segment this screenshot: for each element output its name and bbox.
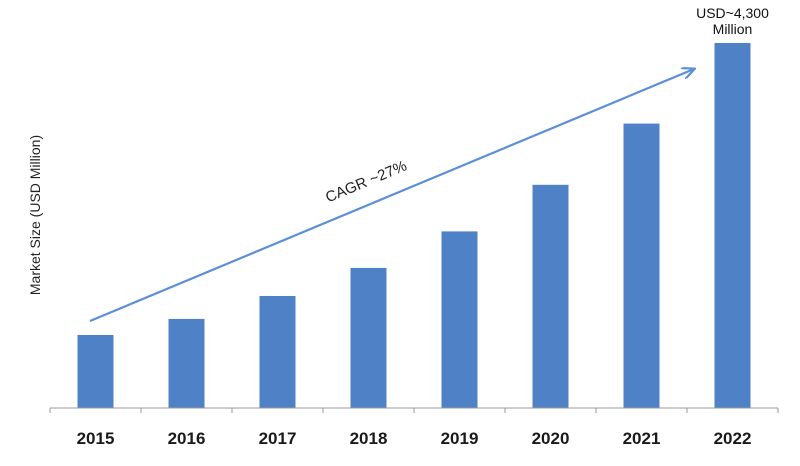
value-annotation: USD~4,300 Million: [696, 5, 769, 37]
y-axis-label: Market Size (USD Million): [27, 135, 43, 295]
x-tick-label-2016: 2016: [168, 429, 206, 448]
x-tick-label-2017: 2017: [259, 429, 297, 448]
bar-2022: [714, 43, 751, 408]
cagr-label: CAGR ~27%: [323, 157, 409, 206]
x-tick-label-2018: 2018: [350, 429, 388, 448]
bar-2017: [259, 296, 296, 408]
bar-2021: [623, 123, 660, 408]
bar-2018: [350, 267, 387, 408]
x-tick-label-2022: 2022: [714, 429, 752, 448]
bar-2015: [77, 335, 114, 408]
x-tick-label-2015: 2015: [77, 429, 115, 448]
bars-group: [77, 43, 751, 408]
bar-2019: [441, 231, 478, 408]
x-tick-label-2021: 2021: [623, 429, 661, 448]
value-annotation-line: USD~4,300: [696, 5, 769, 21]
bar-2016: [168, 318, 205, 408]
x-ticks-group: 2015 2016 2017 2018 2019 2020 2021 2022: [49, 408, 779, 448]
x-tick-label-2020: 2020: [532, 429, 570, 448]
x-tick-label-2019: 2019: [441, 429, 479, 448]
value-annotation-line: Million: [713, 21, 753, 37]
cagr-arrow: [89, 69, 694, 323]
bar-2020: [532, 184, 569, 408]
